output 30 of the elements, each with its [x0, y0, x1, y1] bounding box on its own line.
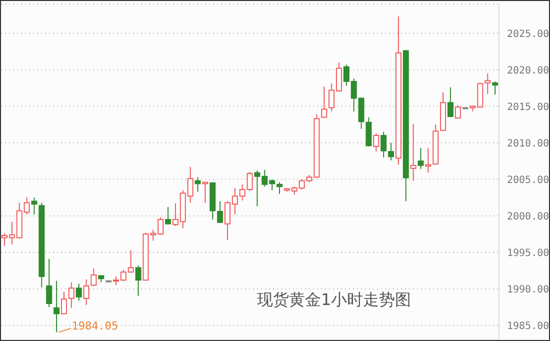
y-tick-label: 2005.00 [507, 174, 550, 186]
y-tick-label: 2020.00 [507, 65, 550, 76]
text: 现货黄金1小时走势图 [257, 290, 412, 311]
y-tick-label: 1995.00 [507, 248, 550, 259]
candlestick [276, 182, 283, 194]
candlestick [90, 268, 97, 286]
candlestick [373, 132, 380, 152]
y-tick-label: 2025.00 [507, 28, 550, 40]
candlestick [217, 200, 224, 223]
candlestick [135, 264, 142, 297]
candlestick [321, 86, 328, 118]
candlestick [418, 147, 424, 170]
candlestick [165, 206, 172, 224]
candlestick [366, 116, 372, 147]
candlestick [492, 80, 498, 96]
y-tick-label: 1990.00 [507, 284, 550, 296]
candlestick [447, 86, 454, 118]
y-tick-label: 1985.00 [507, 320, 550, 332]
candlestick [54, 280, 60, 333]
candlestick [83, 278, 90, 306]
y-tick-label: 2015.00 [507, 102, 550, 113]
candlestick [31, 197, 38, 215]
candlestick [76, 283, 82, 302]
candlestick [202, 182, 208, 204]
y-tick-label: 2000.00 [507, 211, 550, 222]
y-tick-label: 2010.00 [507, 138, 550, 150]
candlestick [46, 258, 52, 308]
candlestick [410, 123, 416, 182]
candlestick [194, 176, 201, 192]
annotation: 1984.05 [72, 319, 118, 332]
